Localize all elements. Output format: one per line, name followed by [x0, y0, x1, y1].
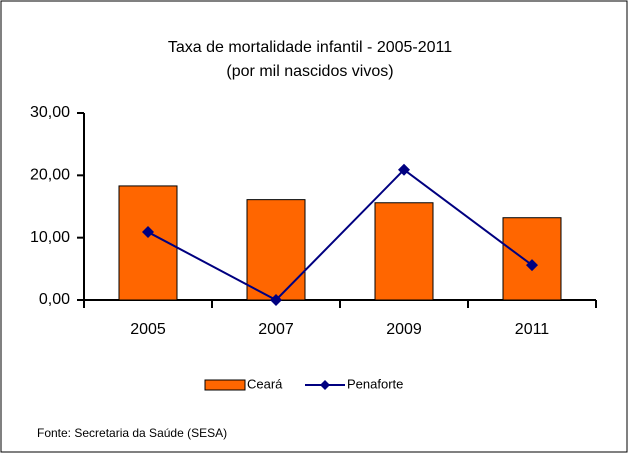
marker: [526, 259, 538, 272]
bar: [374, 202, 434, 301]
y-tick-label: 20,00: [30, 167, 70, 184]
legend-swatch: [204, 379, 246, 391]
chart-title: Taxa de mortalidade infantil - 2005-2011: [168, 39, 452, 56]
x-tick-label: 2011: [515, 321, 550, 338]
bar: [246, 199, 306, 301]
bar: [502, 217, 562, 301]
source: Fonte: Secretaria da Saúde (SESA): [37, 426, 227, 440]
x-tick-label: 2009: [386, 321, 422, 338]
legend-label: Ceará: [247, 376, 283, 391]
y-tick-label: 10,00: [30, 229, 70, 246]
x-tick-label: 2005: [130, 321, 166, 338]
marker: [142, 226, 154, 239]
legend-label: Penaforte: [347, 376, 403, 391]
line: [147, 168, 533, 302]
y-tick-label: 30,00: [30, 104, 70, 121]
legend-marker: [320, 380, 330, 390]
marker: [398, 163, 410, 176]
marker: [270, 294, 282, 306]
x-tick-label: 2007: [258, 321, 294, 338]
y-tick-label: 0,00: [39, 291, 70, 308]
chart-subtitle: (por mil nascidos vivos): [226, 63, 393, 80]
